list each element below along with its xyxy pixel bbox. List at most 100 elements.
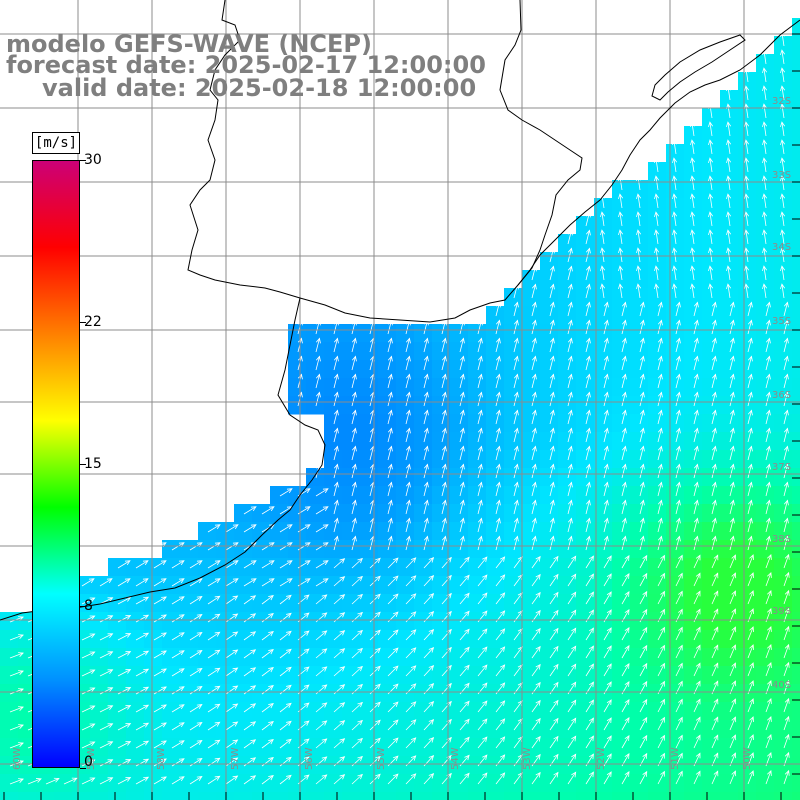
wind-speed-cell xyxy=(198,522,217,541)
wind-arrow-head xyxy=(767,698,772,704)
wind-speed-cell xyxy=(792,360,800,379)
wind-speed-cell xyxy=(198,576,217,595)
wind-arrow-shaft xyxy=(387,518,392,533)
wind-arrow-shaft xyxy=(585,266,590,281)
wind-speed-cell xyxy=(180,612,199,631)
wind-speed-cell xyxy=(486,360,505,379)
wind-arrow-head xyxy=(749,644,754,651)
wind-arrow-shaft xyxy=(747,428,752,443)
wind-arrow xyxy=(315,578,329,587)
wind-arrow xyxy=(459,535,465,551)
wind-arrow-head xyxy=(405,463,411,470)
wind-arrow-head xyxy=(567,409,573,416)
wind-speed-cell xyxy=(684,666,703,685)
wind-arrow xyxy=(315,506,329,515)
wind-arrow-head xyxy=(387,427,393,434)
wind-arrow-shaft xyxy=(513,446,518,461)
wind-arrow-shaft xyxy=(585,735,594,749)
wind-arrow xyxy=(369,701,381,713)
wind-arrow xyxy=(657,409,663,425)
wind-arrow-shaft xyxy=(333,500,338,515)
wind-arrow-shaft xyxy=(387,374,392,389)
wind-arrow-head xyxy=(321,774,328,780)
wind-speed-cell xyxy=(684,324,703,343)
wind-speed-cell xyxy=(378,540,397,559)
wind-arrow xyxy=(765,626,772,641)
wind-arrow xyxy=(315,666,328,677)
wind-arrow xyxy=(171,668,185,677)
wind-speed-cell xyxy=(324,702,343,721)
wind-arrow-head xyxy=(618,229,624,236)
wind-speed-cell xyxy=(180,756,199,775)
wind-arrow-shaft xyxy=(783,356,788,371)
wind-arrow-head xyxy=(744,193,750,200)
wind-speed-cell xyxy=(594,234,613,253)
wind-arrow-shaft xyxy=(99,597,113,605)
wind-arrow-head xyxy=(784,679,790,686)
wind-speed-cell xyxy=(432,324,451,343)
wind-arrow xyxy=(744,157,750,173)
wind-arrow-head xyxy=(250,667,257,673)
wind-arrow-head xyxy=(232,560,239,566)
wind-arrow-head xyxy=(387,499,393,506)
wind-arrow-shaft xyxy=(657,536,662,551)
wind-arrow-shaft xyxy=(495,428,500,443)
wind-arrow-head xyxy=(713,644,719,651)
wind-speed-cell xyxy=(198,540,217,559)
wind-arrow-head xyxy=(549,355,555,362)
wind-speed-cell xyxy=(270,630,289,649)
wind-arrow-head xyxy=(762,157,768,164)
wind-arrow-shaft xyxy=(745,266,749,281)
wind-arrow-shaft xyxy=(585,374,590,389)
wind-arrow-head xyxy=(639,517,645,524)
wind-arrow-head xyxy=(675,499,681,506)
wind-speed-cell xyxy=(774,522,793,541)
wind-speed-cell xyxy=(360,522,379,541)
wind-arrow-shaft xyxy=(675,536,680,551)
wind-speed-cell xyxy=(216,576,235,595)
wind-arrow-head xyxy=(567,265,573,272)
wind-speed-cell xyxy=(630,648,649,667)
wind-speed-cell xyxy=(684,378,703,397)
wind-speed-cell xyxy=(594,360,613,379)
wind-speed-cell xyxy=(630,432,649,451)
wind-arrow-head xyxy=(567,481,573,488)
wind-arrow-head xyxy=(387,535,393,542)
wind-speed-cell xyxy=(684,486,703,505)
wind-arrow-head xyxy=(279,319,285,326)
wind-arrow-head xyxy=(441,355,447,362)
wind-arrow-shaft xyxy=(351,338,356,353)
wind-arrow-head xyxy=(600,247,606,254)
wind-arrow-shaft xyxy=(709,284,713,299)
wind-speed-cell xyxy=(648,468,667,487)
wind-arrow-head xyxy=(535,555,541,562)
wind-speed-cell xyxy=(234,774,253,793)
wind-arrow-head xyxy=(708,211,714,218)
wind-arrow-head xyxy=(678,554,683,561)
wind-arrow-head xyxy=(232,578,239,584)
wind-arrow-head xyxy=(654,265,660,272)
wind-arrow-shaft xyxy=(747,572,754,587)
wind-arrow-shaft xyxy=(333,558,345,569)
wind-arrow xyxy=(225,613,239,623)
wind-arrow-head xyxy=(250,560,257,566)
wind-arrow-head xyxy=(657,373,663,380)
wind-arrow-head xyxy=(654,247,660,254)
wind-arrow-shaft xyxy=(745,176,749,191)
wind-arrow-shaft xyxy=(765,356,770,371)
wind-arrow-shaft xyxy=(711,573,719,587)
wind-arrow xyxy=(369,647,381,659)
wind-speed-cell xyxy=(738,450,757,469)
wind-arrow-head xyxy=(603,427,609,434)
wind-arrow-shaft xyxy=(693,464,698,479)
wind-arrow xyxy=(675,734,683,749)
wind-speed-cell xyxy=(576,414,595,433)
wind-arrow-shaft xyxy=(513,356,518,371)
wind-arrow-shaft xyxy=(441,719,452,731)
wind-speed-cell xyxy=(234,738,253,757)
wind-speed-cell xyxy=(396,486,415,505)
wind-arrow-head xyxy=(784,769,790,776)
wind-arrow-shaft xyxy=(655,176,659,191)
wind-arrow-head xyxy=(531,265,537,272)
